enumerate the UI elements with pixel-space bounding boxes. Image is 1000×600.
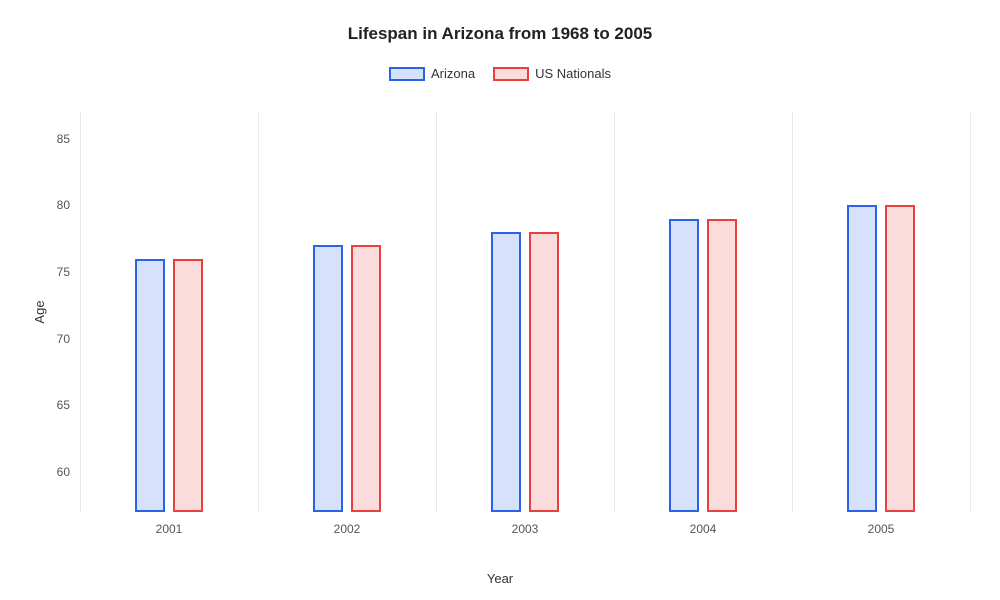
legend-label-us-nationals: US Nationals xyxy=(535,66,611,81)
bar xyxy=(135,259,165,512)
x-tick-label: 2005 xyxy=(868,522,895,536)
y-axis-label: Age xyxy=(32,300,47,323)
legend-item-us-nationals: US Nationals xyxy=(493,66,611,81)
gridline xyxy=(614,112,615,512)
bar xyxy=(313,245,343,512)
bar xyxy=(707,219,737,512)
gridline xyxy=(970,112,971,512)
bar xyxy=(529,232,559,512)
gridline xyxy=(80,112,81,512)
legend-swatch-arizona xyxy=(389,67,425,81)
y-tick-label: 85 xyxy=(57,132,70,146)
y-tick-label: 80 xyxy=(57,198,70,212)
gridline xyxy=(792,112,793,512)
gridline xyxy=(436,112,437,512)
y-tick-label: 60 xyxy=(57,465,70,479)
plot-area: 20012002200320042005606570758085 xyxy=(80,112,970,512)
y-tick-label: 75 xyxy=(57,265,70,279)
bar xyxy=(885,205,915,512)
x-tick-label: 2004 xyxy=(690,522,717,536)
legend-label-arizona: Arizona xyxy=(431,66,475,81)
chart-title: Lifespan in Arizona from 1968 to 2005 xyxy=(0,0,1000,44)
bar xyxy=(491,232,521,512)
legend-swatch-us-nationals xyxy=(493,67,529,81)
x-tick-label: 2001 xyxy=(156,522,183,536)
bar xyxy=(351,245,381,512)
legend: Arizona US Nationals xyxy=(0,66,1000,81)
gridline xyxy=(258,112,259,512)
x-axis-label: Year xyxy=(487,571,513,586)
bar xyxy=(173,259,203,512)
chart-container: Lifespan in Arizona from 1968 to 2005 Ar… xyxy=(0,0,1000,600)
x-tick-label: 2003 xyxy=(512,522,539,536)
y-tick-label: 65 xyxy=(57,398,70,412)
x-tick-label: 2002 xyxy=(334,522,361,536)
y-tick-label: 70 xyxy=(57,332,70,346)
bar xyxy=(669,219,699,512)
bar xyxy=(847,205,877,512)
legend-item-arizona: Arizona xyxy=(389,66,475,81)
